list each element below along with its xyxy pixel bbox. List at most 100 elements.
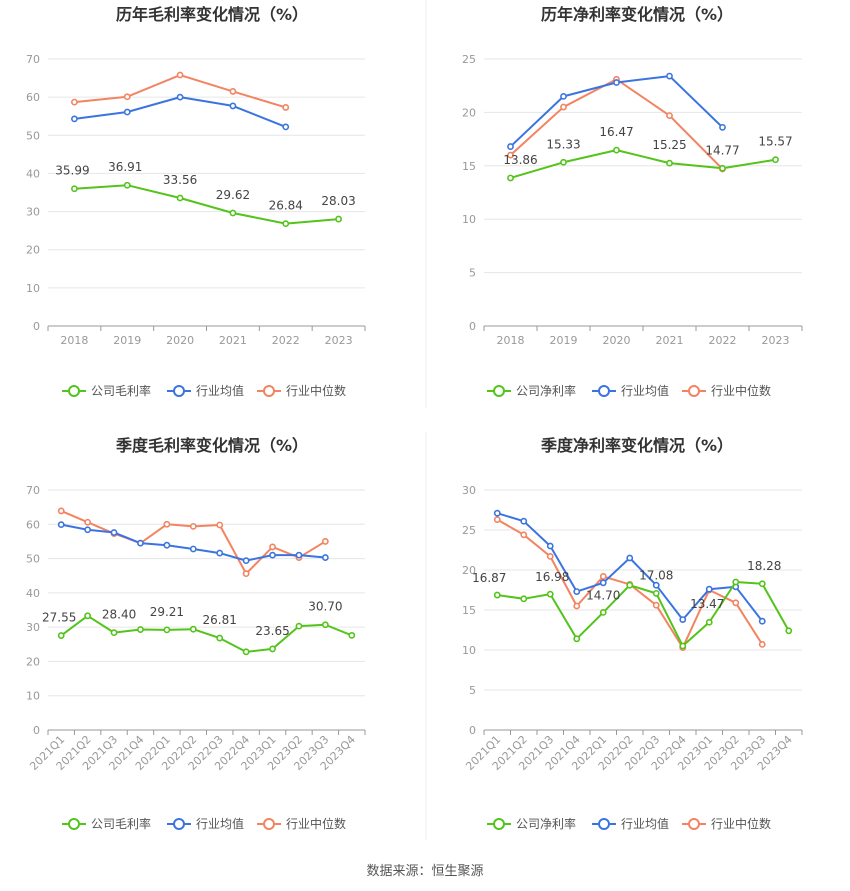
data-label: 15.33 — [546, 137, 580, 151]
legend-marker — [173, 818, 185, 830]
y-tick-label: 25 — [462, 524, 476, 537]
x-tick-label: 2021 — [219, 334, 247, 347]
data-point-industry-avg — [137, 539, 144, 547]
legend-label: 行业中位数 — [286, 816, 346, 831]
data-point-company — [57, 632, 65, 639]
legend-item: 行业均值 — [167, 383, 244, 398]
data-point-industry-median — [546, 553, 554, 560]
y-tick-label: 20 — [26, 655, 40, 668]
data-point-industry-avg — [573, 588, 581, 595]
data-point-company — [626, 581, 634, 589]
data-label: 28.03 — [321, 194, 355, 208]
data-point-company — [216, 634, 224, 642]
legend-marker — [598, 385, 610, 397]
data-point-industry-avg — [546, 542, 554, 550]
data-label: 16.98 — [535, 570, 569, 584]
data-point-company — [507, 174, 514, 182]
data-point-company — [493, 591, 501, 599]
data-label: 36.91 — [108, 160, 142, 174]
data-point-company — [321, 621, 329, 629]
data-point-industry-median — [652, 601, 660, 609]
data-point-industry-avg — [705, 585, 713, 593]
x-tick-label: 2023 — [325, 334, 353, 347]
data-label: 27.55 — [42, 611, 76, 625]
data-point-industry-median — [229, 88, 237, 95]
y-tick-label: 50 — [26, 553, 40, 566]
data-point-industry-avg — [560, 92, 567, 100]
data-point-company — [189, 625, 197, 633]
legend-marker — [493, 385, 505, 397]
data-point-industry-median — [176, 71, 184, 79]
legend-marker — [493, 818, 505, 830]
x-tick-label: 2023 — [762, 334, 790, 347]
y-tick-label: 10 — [462, 213, 476, 226]
data-point-industry-median — [507, 151, 514, 159]
legend-item: 行业均值 — [592, 816, 669, 831]
legend-marker — [173, 385, 185, 397]
data-point-industry-avg — [507, 143, 514, 150]
data-label: 17.08 — [639, 568, 673, 582]
data-label: 23.65 — [255, 624, 289, 638]
y-tick-label: 15 — [462, 160, 476, 173]
data-point-industry-avg — [123, 108, 131, 116]
legend-marker — [263, 818, 275, 830]
data-point-company — [613, 146, 620, 154]
data-label: 16.87 — [472, 571, 506, 585]
data-point-industry-avg — [282, 123, 290, 131]
legend-label: 行业均值 — [196, 383, 244, 398]
legend-label: 行业均值 — [621, 383, 669, 398]
data-point-industry-avg — [110, 529, 118, 536]
legend-item: 公司毛利率 — [62, 816, 151, 831]
legend-marker — [688, 385, 700, 397]
legend-item: 行业中位数 — [257, 816, 346, 831]
legend-item: 公司净利率 — [487, 816, 576, 831]
data-point-company — [560, 158, 567, 166]
data-point-company — [110, 629, 118, 637]
y-tick-label: 10 — [26, 282, 40, 295]
data-point-company — [348, 631, 356, 639]
chart-title: 季度毛利率变化情况（%） — [115, 436, 308, 455]
data-label: 16.47 — [599, 125, 633, 139]
chart-panel: 历年净利率变化情况（%） 0 5 10 15 20 25 2018 2019 2020 2021 20… — [462, 5, 803, 398]
x-tick-label: 2020 — [603, 334, 631, 347]
data-point-industry-median — [560, 103, 567, 111]
data-point-industry-median — [84, 518, 92, 526]
data-label: 29.62 — [216, 188, 250, 202]
data-point-company — [785, 627, 793, 635]
data-point-industry-median — [732, 599, 740, 607]
data-point-industry-avg — [652, 581, 660, 589]
series-line-industry-median — [60, 509, 326, 575]
legend-label: 公司毛利率 — [91, 816, 151, 831]
legend-item: 行业中位数 — [682, 383, 771, 398]
data-point-company — [520, 595, 528, 603]
data-point-industry-avg — [719, 123, 726, 131]
data-point-industry-avg — [493, 509, 501, 517]
legend-label: 公司净利率 — [516, 816, 576, 831]
data-point-company — [679, 642, 687, 650]
legend-label: 行业均值 — [196, 816, 244, 831]
data-label: 15.25 — [652, 138, 686, 152]
data-point-industry-median — [520, 531, 528, 539]
data-point-industry-median — [123, 93, 131, 101]
y-tick-label: 10 — [26, 690, 40, 703]
y-tick-label: 60 — [26, 518, 40, 531]
data-point-industry-median — [269, 543, 276, 551]
data-label: 14.77 — [705, 143, 739, 157]
data-point-industry-median — [321, 538, 329, 545]
data-label: 18.28 — [747, 559, 781, 573]
data-point-company — [282, 220, 290, 228]
data-point-company — [772, 156, 779, 164]
data-label: 28.40 — [102, 608, 136, 622]
data-point-industry-avg — [71, 115, 78, 123]
data-point-industry-avg — [626, 554, 634, 562]
data-point-industry-avg — [679, 616, 687, 623]
x-tick-label: 2022 — [272, 334, 300, 347]
legend-item: 行业中位数 — [682, 816, 771, 831]
data-point-industry-median — [758, 641, 766, 648]
legend-marker — [263, 385, 275, 397]
data-point-industry-median — [666, 112, 673, 120]
data-point-company — [242, 648, 250, 656]
y-tick-label: 15 — [462, 604, 476, 617]
legend-label: 行业中位数 — [286, 383, 346, 398]
data-label: 15.57 — [758, 135, 792, 149]
